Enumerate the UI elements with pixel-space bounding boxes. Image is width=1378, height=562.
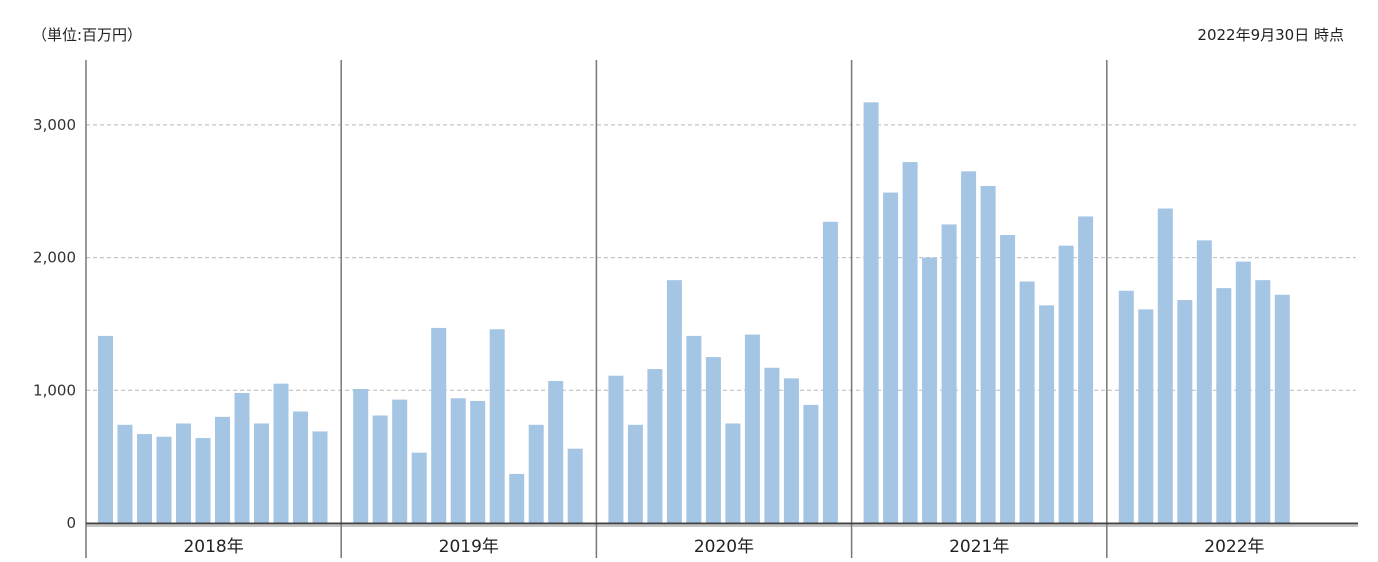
bar — [353, 388, 369, 523]
bar — [195, 438, 211, 523]
bar — [509, 473, 525, 523]
bar — [489, 329, 505, 523]
bar — [254, 423, 269, 523]
bar — [705, 357, 721, 523]
axes — [85, 60, 1358, 558]
bar — [1118, 290, 1134, 523]
bar — [883, 192, 899, 523]
bar — [822, 221, 838, 523]
unit-label: （単位:百万円） — [32, 26, 143, 44]
bar — [961, 171, 977, 523]
bar — [548, 381, 564, 523]
bar — [1255, 280, 1271, 523]
bar — [176, 423, 191, 523]
y-tick-label: 0 — [66, 514, 76, 532]
bar — [117, 424, 133, 523]
bar — [215, 416, 230, 523]
bar — [902, 162, 918, 523]
bar — [273, 383, 289, 523]
y-tick-label: 1,000 — [33, 381, 76, 399]
bar — [803, 404, 819, 523]
bar — [372, 415, 388, 523]
bar — [647, 369, 663, 523]
bar — [1058, 245, 1074, 524]
bar — [1138, 309, 1154, 523]
x-category-label: 2019年 — [439, 537, 499, 557]
bar — [1019, 281, 1035, 523]
bar — [922, 257, 938, 523]
bar — [608, 375, 624, 523]
bar — [764, 367, 780, 523]
bar — [1196, 240, 1212, 523]
bar — [528, 424, 544, 523]
bar — [1274, 294, 1290, 523]
bar — [392, 399, 408, 523]
bar — [98, 335, 113, 523]
bar — [1039, 305, 1055, 523]
bars — [98, 102, 1290, 524]
bar — [1216, 288, 1232, 523]
bar — [312, 431, 328, 523]
bar — [744, 334, 760, 523]
bar — [137, 434, 152, 523]
bar — [567, 448, 583, 523]
bar — [431, 327, 447, 523]
bar — [1177, 300, 1193, 523]
bar — [293, 411, 308, 523]
bar — [1235, 261, 1251, 523]
x-category-label: 2021年 — [949, 537, 1009, 557]
bar — [941, 224, 957, 524]
bar — [666, 280, 682, 523]
y-tick-label: 2,000 — [33, 249, 76, 267]
labels: 0 1,000 2,000 3,000 2018年 2019年 2020年 2021年 2022… — [33, 116, 1264, 557]
bar — [1000, 235, 1016, 523]
bar — [627, 424, 643, 523]
bar — [686, 335, 702, 523]
x-category-label: 2020年 — [694, 537, 754, 557]
bar — [156, 436, 172, 523]
x-category-label: 2018年 — [183, 537, 243, 557]
bar — [234, 392, 250, 523]
bar — [470, 400, 486, 523]
y-tick-label: 3,000 — [33, 116, 76, 134]
bar — [411, 452, 427, 523]
bar — [725, 423, 741, 523]
bar — [863, 102, 879, 523]
bar — [980, 185, 996, 523]
bar — [1078, 216, 1094, 523]
bar — [450, 398, 466, 523]
as-of-date-label: 2022年9月30日 時点 — [1197, 26, 1344, 44]
bar — [783, 378, 799, 523]
x-category-label: 2022年 — [1204, 537, 1264, 557]
bar — [1157, 208, 1173, 523]
